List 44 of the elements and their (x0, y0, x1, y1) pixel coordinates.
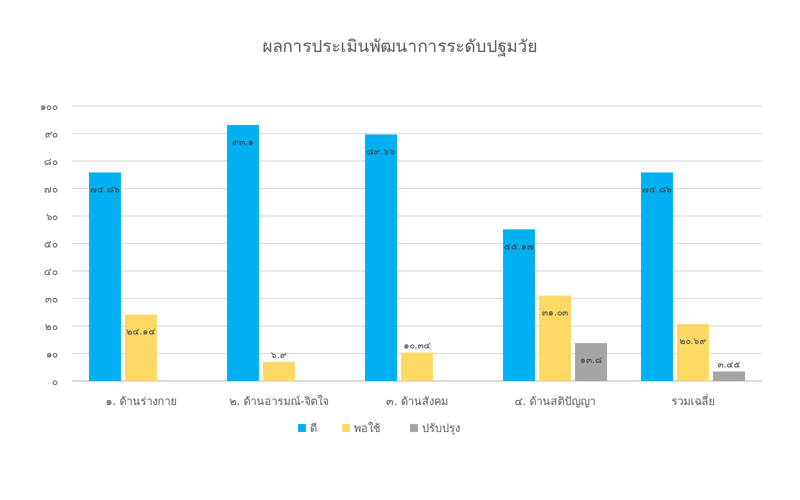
y-tick-label: ๒๐ (45, 322, 58, 333)
bar (401, 352, 433, 381)
data-label: ๒๐.๖๙ (680, 337, 706, 348)
data-label: ๓๑.๐๓ (542, 308, 568, 319)
legend-label: ดี (310, 422, 317, 435)
y-tick-label: ๘๐ (44, 157, 58, 168)
bar (641, 172, 673, 381)
y-tick-label: ๐ (52, 377, 58, 388)
y-tick-label: ๓๐ (45, 294, 58, 306)
x-tick-label: ๓. ด้านสังคม (386, 395, 448, 408)
bar (713, 372, 745, 381)
data-label: ๓.๔๕ (718, 360, 740, 371)
chart-title: ผลการประเมินพัฒนาการระดับปฐมวัย (262, 37, 538, 57)
y-tick-label: ๑๐ (46, 350, 58, 360)
x-tick-label: ๑. ด้านร่างกาย (106, 395, 176, 408)
data-label: ๗๕.๘๖ (90, 185, 120, 196)
x-tick-label: ๒. ด้านอารมณ์-จิตใจ (230, 395, 328, 408)
bar (575, 343, 607, 381)
y-tick-label: ๑๐๐ (40, 102, 58, 113)
y-tick-label: ๙๐ (45, 130, 58, 140)
bar (677, 324, 709, 381)
bar (125, 314, 157, 381)
data-label: ๑๓.๘ (580, 356, 602, 366)
data-label: ๕๕.๑๗ (504, 242, 534, 252)
bar (263, 362, 295, 381)
bar (89, 172, 121, 381)
data-label: ๒๔.๑๔ (126, 328, 156, 338)
legend-label: ปรับปรุง (422, 422, 460, 435)
bar (539, 296, 571, 381)
bar (503, 229, 535, 381)
y-tick-label: ๕๐ (44, 240, 58, 250)
legend-label: พอใช้ (354, 422, 380, 435)
data-label: ๖.๙ (271, 351, 287, 362)
x-tick-label: รวมเฉลี่ย (672, 393, 714, 408)
y-tick-label: ๔๐ (44, 267, 58, 278)
x-tick-label: ๔. ด้านสติปัญญา (514, 395, 596, 408)
bar (227, 124, 259, 381)
bar (365, 134, 397, 381)
data-label: ๗๕.๘๖ (642, 185, 672, 196)
data-label: ๑๐.๓๔ (404, 342, 430, 352)
data-label: ๘๙.๖๖ (366, 147, 396, 158)
y-tick-label: ๗๐ (44, 184, 58, 196)
data-label: ๙๓.๑ (232, 138, 254, 148)
y-tick-label: ๖๐ (46, 212, 58, 223)
